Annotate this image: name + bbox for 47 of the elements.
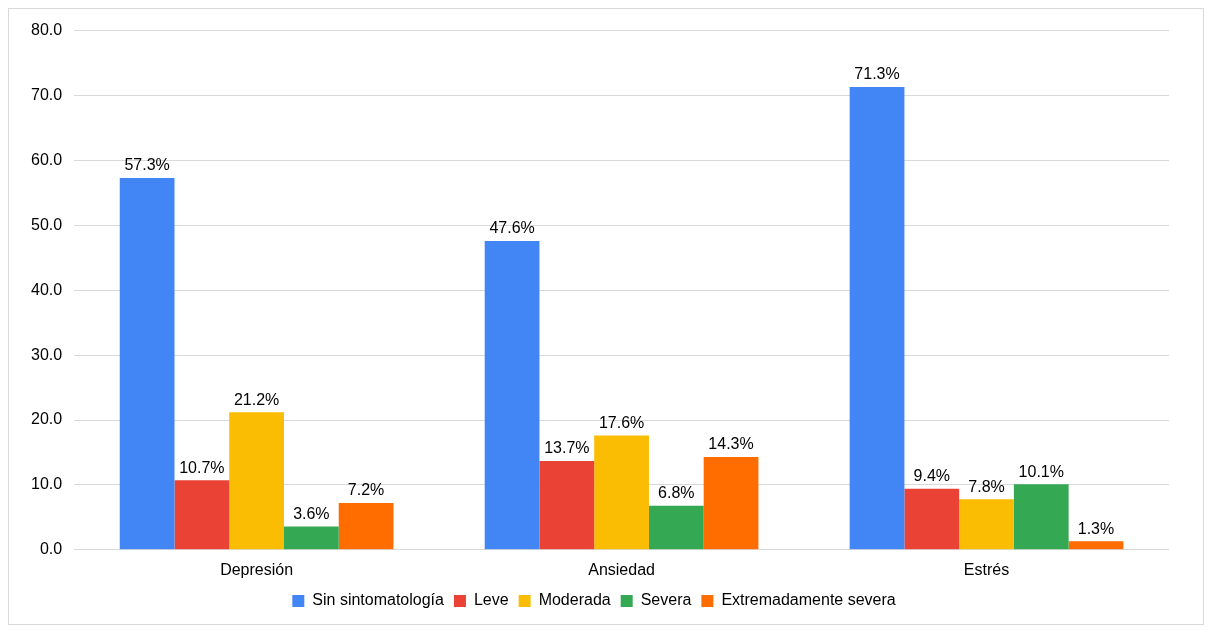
bar <box>849 87 905 550</box>
bar <box>1068 541 1124 550</box>
data-label: 47.6% <box>489 219 535 237</box>
data-label: 7.8% <box>968 477 1005 495</box>
bar <box>338 503 394 550</box>
x-tick-label: Ansiedad <box>588 560 655 578</box>
legend-label: Severa <box>640 591 692 609</box>
bar <box>904 488 960 550</box>
data-label: 57.3% <box>124 156 170 174</box>
bar <box>648 505 704 550</box>
data-label: 3.6% <box>293 504 330 522</box>
y-tick-label: 40.0 <box>31 280 63 298</box>
data-label: 10.1% <box>1018 462 1064 480</box>
x-tick-label: Estrés <box>963 560 1010 578</box>
bar <box>119 177 175 550</box>
data-label: 6.8% <box>658 484 695 502</box>
bar <box>703 456 759 550</box>
legend-label: Extremadamente severa <box>721 591 896 609</box>
y-tick-label: 70.0 <box>31 85 63 103</box>
data-label: 7.2% <box>347 481 385 499</box>
data-label: 21.2% <box>233 390 280 408</box>
bar <box>959 499 1014 550</box>
data-label: 10.7% <box>179 458 225 476</box>
legend-label: Moderada <box>538 591 611 609</box>
bar <box>484 240 540 550</box>
y-tick-label: 50.0 <box>31 215 63 233</box>
bar <box>283 526 339 550</box>
legend-label: Sin sintomatología <box>312 591 445 609</box>
y-tick-label: 60.0 <box>31 150 63 168</box>
legend-label: Leve <box>473 591 509 609</box>
data-label: 71.3% <box>854 65 900 83</box>
y-tick-label: 20.0 <box>31 410 63 428</box>
bar <box>1013 484 1069 550</box>
y-tick-label: 10.0 <box>31 475 63 493</box>
data-label: 14.3% <box>708 435 754 453</box>
data-label: 13.7% <box>544 439 590 457</box>
y-tick-label: 30.0 <box>31 345 63 363</box>
data-label: 1.3% <box>1077 519 1115 537</box>
x-tick-label: Depresión <box>220 560 294 578</box>
bar <box>539 460 595 550</box>
y-tick-label: 80.0 <box>31 21 63 39</box>
data-label: 9.4% <box>913 467 951 485</box>
bar <box>174 480 230 550</box>
bar <box>594 435 649 550</box>
y-tick-label: 0.0 <box>39 540 63 558</box>
data-label: 17.6% <box>598 413 645 431</box>
bar <box>229 412 284 550</box>
